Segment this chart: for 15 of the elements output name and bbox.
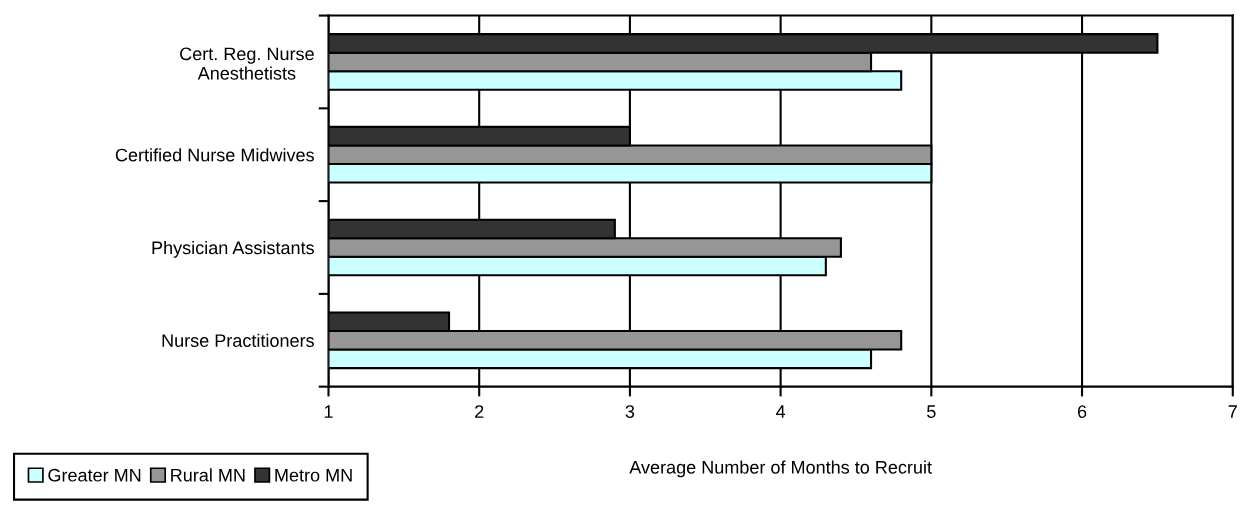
legend-label: Greater MN bbox=[48, 468, 141, 482]
x-tick-label: 7 bbox=[1228, 405, 1237, 418]
y-tick-label: Nurse Practitioners bbox=[162, 333, 314, 347]
legend-label: Rural MN bbox=[171, 468, 245, 482]
y-tick-label: Certified Nurse Midwives bbox=[115, 148, 314, 162]
x-tick-label: 2 bbox=[475, 405, 484, 418]
x-tick-label: 6 bbox=[1077, 405, 1087, 418]
legend-label: Metro MN bbox=[275, 468, 352, 482]
x-axis-title: Average Number of Months to Recruit bbox=[629, 460, 932, 478]
x-tick-label: 3 bbox=[625, 405, 635, 418]
x-tick-label: 5 bbox=[927, 405, 936, 418]
x-tick-label: 1 bbox=[324, 405, 333, 418]
y-tick-label: Physician Assistants bbox=[152, 240, 314, 258]
y-tick-label: Cert. Reg. Nurse Anesthetists bbox=[180, 47, 314, 80]
x-tick-label: 4 bbox=[776, 405, 786, 418]
